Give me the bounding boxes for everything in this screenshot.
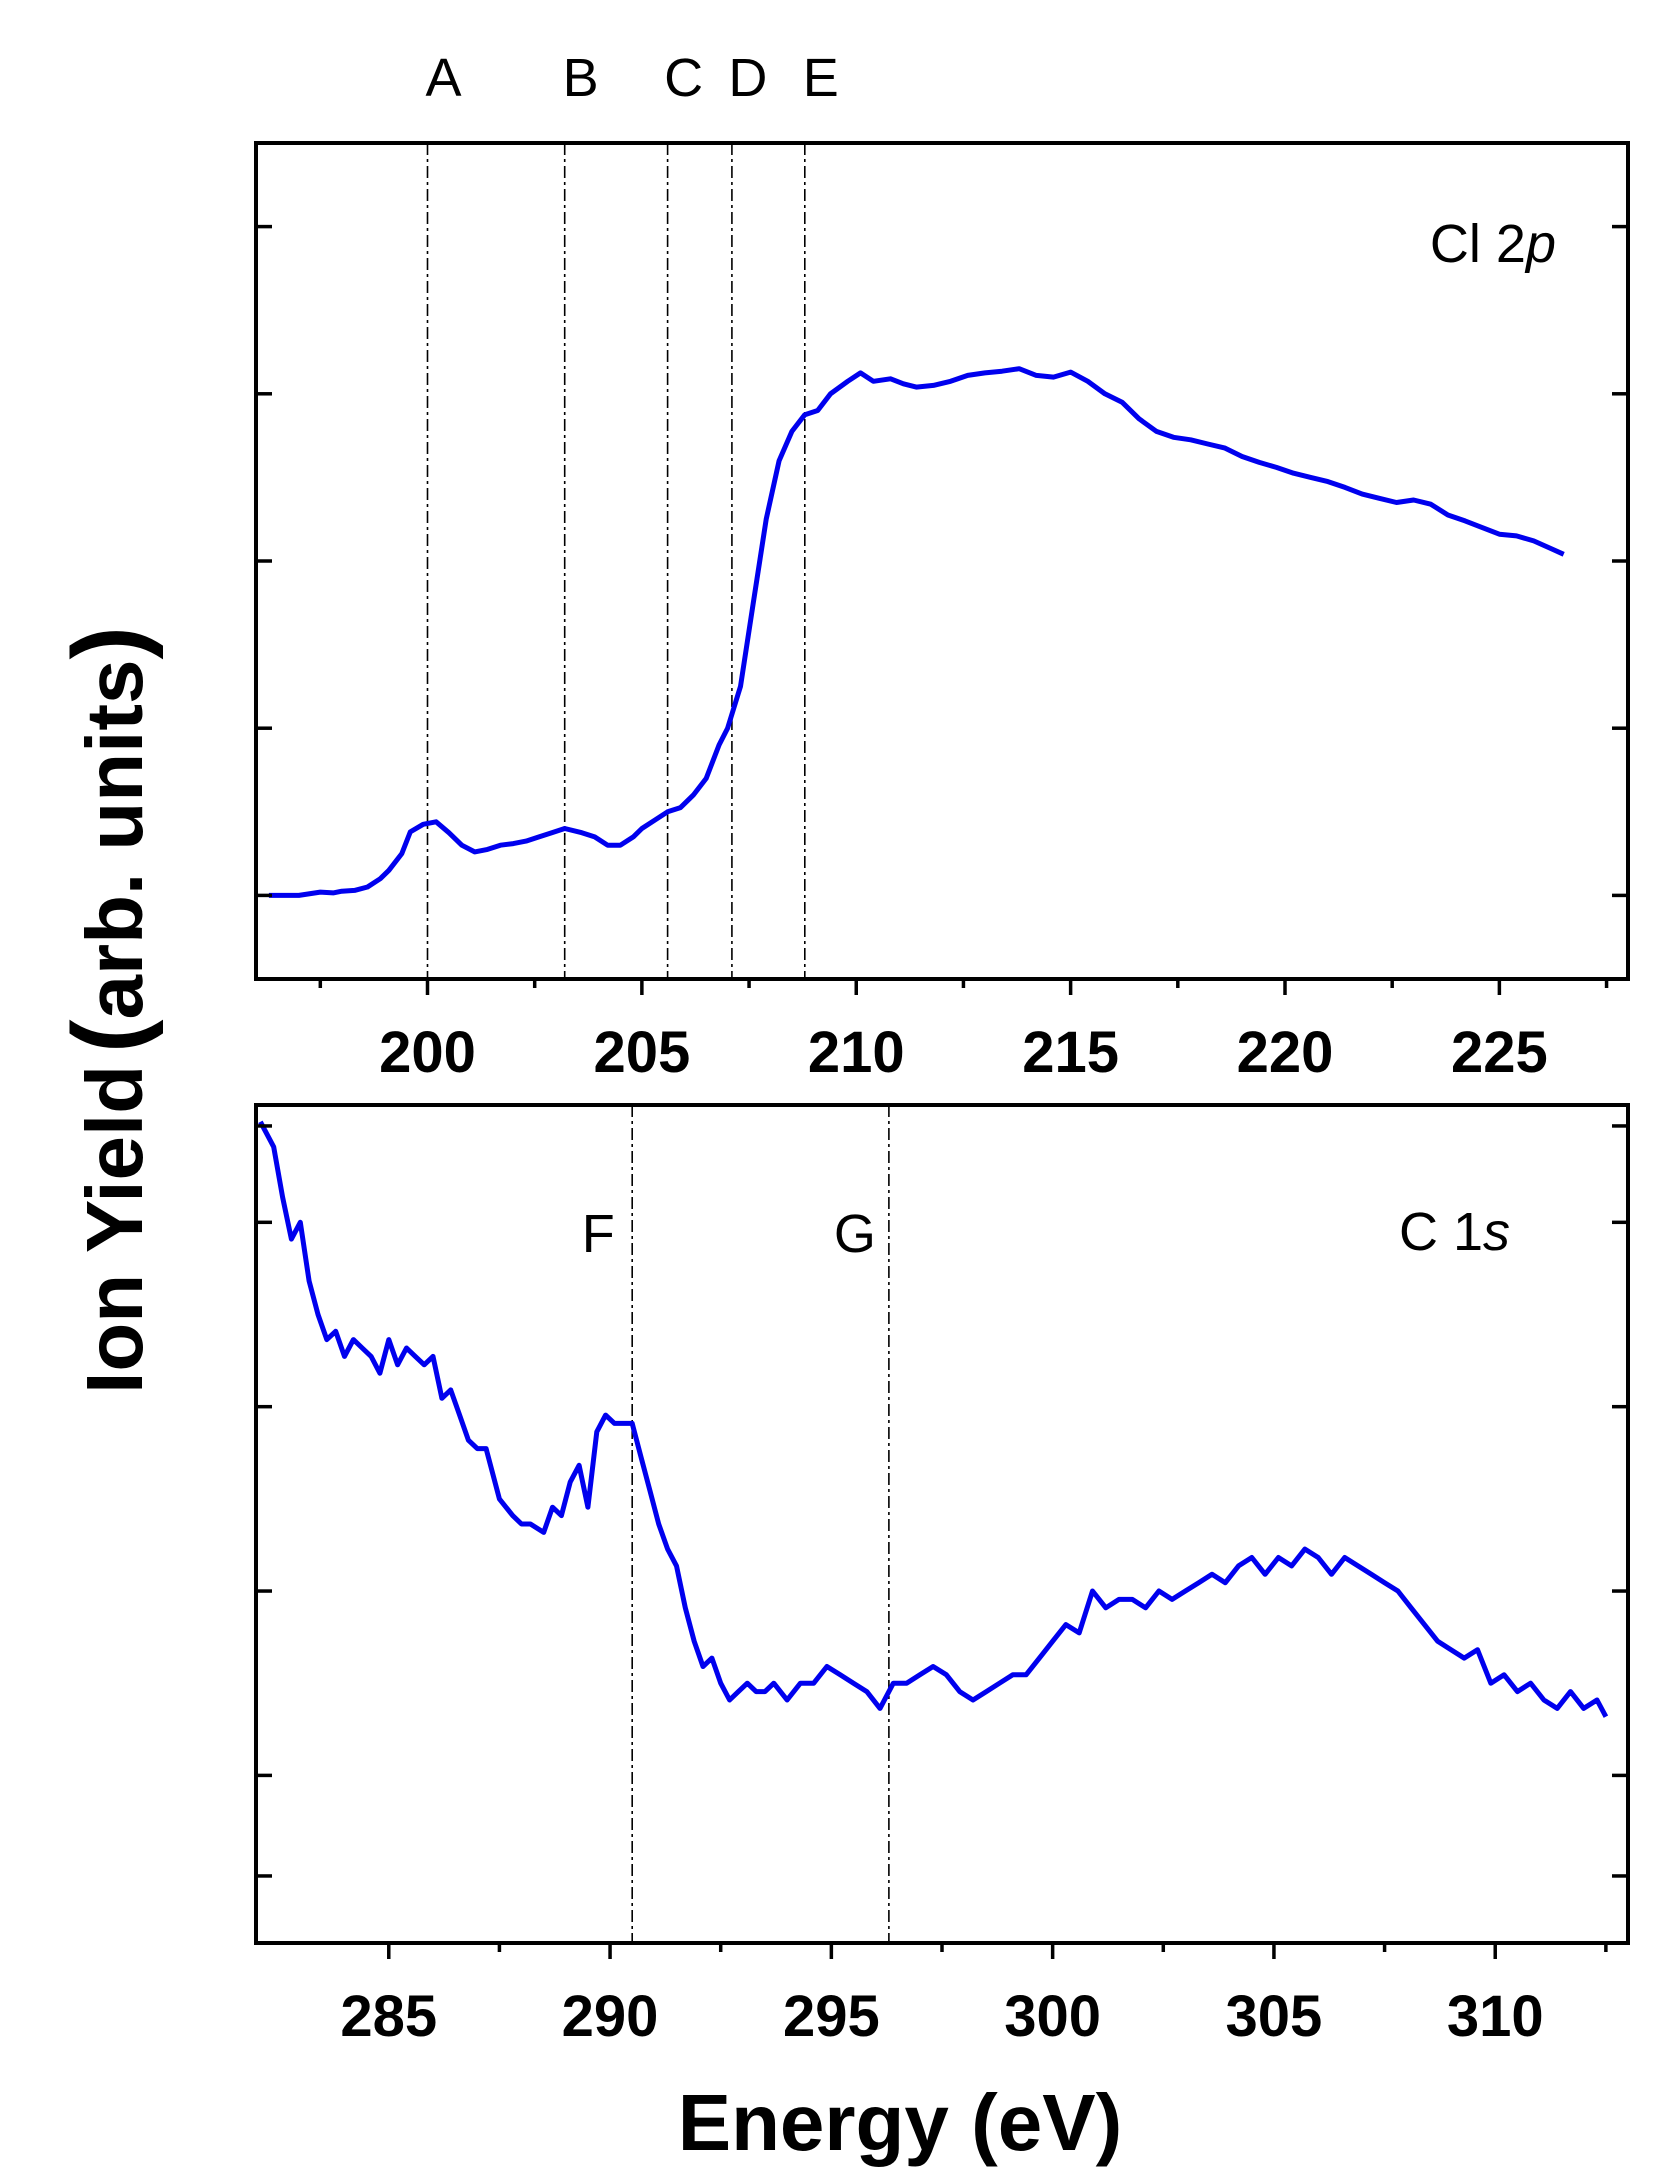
series-line-c-1s [258,1120,1609,1718]
x-tick-label: 305 [1226,1984,1323,2049]
panel-label-cl-2p-italic: p [1524,214,1556,274]
x-tick-label: 300 [1004,1984,1101,2049]
peak-label-f: F [582,1204,615,1264]
x-tick-labels-cl-2p: 200 205 210 215 220 225 [379,1020,1548,1085]
series-line-cl-2p [268,366,1565,898]
axis-ticks-cl-2p [256,224,1628,995]
peak-label-a: A [425,48,461,108]
y-axis-title: Ion Yield (arb. units) [52,626,164,1394]
x-tick-label: 285 [340,1984,437,2049]
peak-lines-cl-2p [426,143,806,979]
peak-label-e: E [803,48,839,108]
y-axis-title-units: arb. units [70,660,159,1020]
panel-label-c-1s-text: C 1 [1399,1202,1483,1262]
x-tick-labels-c-1s: 285 290 295 300 305 310 [340,1984,1543,2049]
panel-label-cl-2p: Cl 2p [1430,214,1556,274]
axis-ticks-c-1s [256,1124,1628,1959]
series-c-1s [258,1120,1609,1718]
peak-label-g: G [834,1204,876,1264]
y-axis-title-main: Ion Yield [70,1065,159,1394]
panel-label-cl-2p-text: Cl 2 [1430,214,1526,274]
x-tick-label: 210 [808,1020,905,1085]
x-tick-label: 290 [562,1984,659,2049]
x-tick-label: 295 [783,1984,880,2049]
panel-label-c-1s-italic: s [1483,1202,1510,1262]
x-tick-label: 205 [593,1020,690,1085]
series-cl-2p [268,366,1565,898]
x-tick-label: 220 [1237,1020,1334,1085]
x-tick-label: 215 [1022,1020,1119,1085]
x-tick-label: 225 [1451,1020,1548,1085]
plot-frame-cl-2p [254,141,1630,981]
peak-lines-c-1s [631,1105,890,1943]
peak-label-c: C [664,48,703,108]
y-axis-title-paren-open: ( [52,1019,164,1053]
y-axis-title-paren-close: ) [52,626,164,659]
panel-label-c-1s: C 1s [1399,1202,1510,1262]
peak-label-b: B [563,48,599,108]
x-tick-label: 200 [379,1020,476,1085]
x-tick-label: 310 [1447,1984,1544,2049]
x-axis-title: Energy (eV) [678,2078,1123,2167]
peak-label-d: D [728,48,767,108]
plot-frame-c-1s [254,1103,1630,1945]
